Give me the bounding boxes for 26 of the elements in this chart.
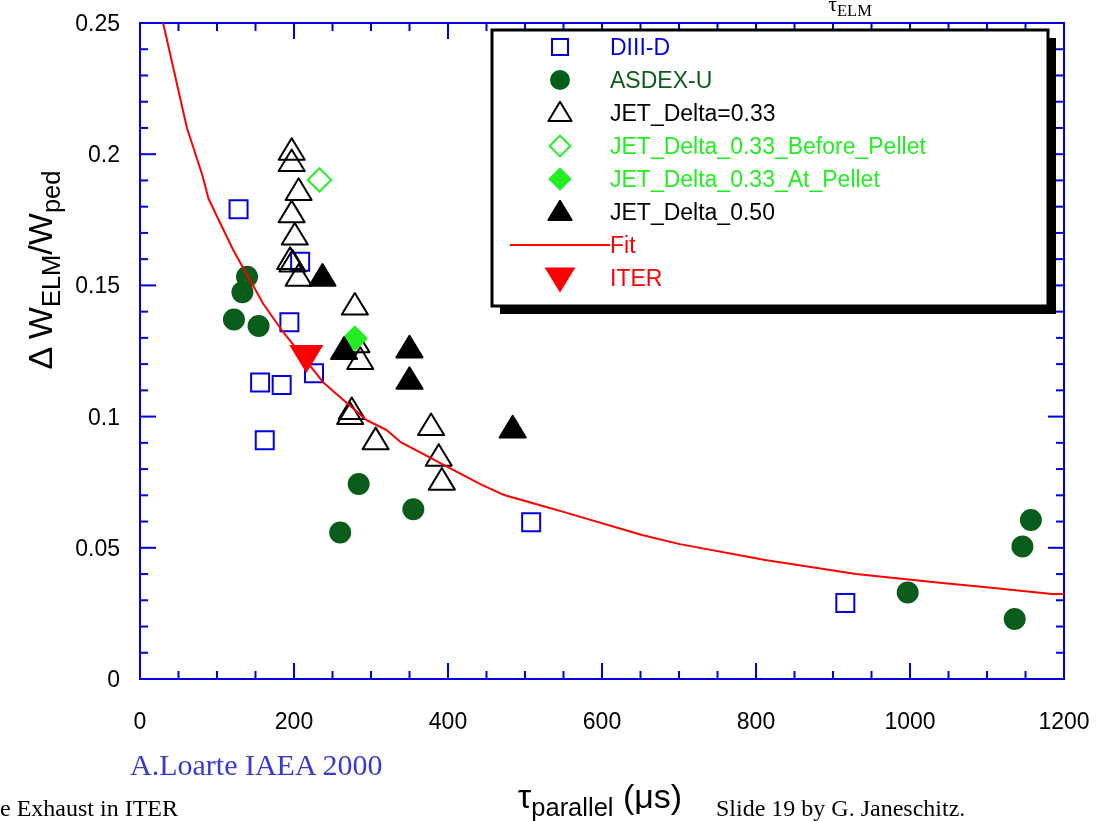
x-tick-label: 0	[133, 708, 147, 734]
text: τ$_{ELM}$	[828, 0, 873, 21]
y-tick-label: 0	[107, 666, 120, 692]
x-axis-title: τ$_{parallel}$ (μs)	[517, 777, 683, 821]
x-tick-label: 600	[582, 708, 622, 734]
legend-label: ASDEX-U	[610, 67, 713, 93]
legend-label: JET_Delta_0.33_At_Pellet	[610, 166, 881, 192]
x-tick-label: 1000	[884, 708, 936, 734]
legend-label: JET_Delta=0.33	[610, 100, 776, 126]
y-tick-label: 0.1	[88, 403, 120, 430]
legend-label: Fit	[610, 232, 637, 258]
y-tick-label: 0.25	[75, 10, 120, 36]
legend-label: DIII-D	[610, 34, 671, 60]
x-tick-label: 1200	[1038, 708, 1090, 734]
legend-label: JET_Delta_0.33_Before_Pellet	[610, 133, 927, 159]
x-tick-label: 800	[736, 708, 776, 734]
legend-label: ITER	[610, 265, 663, 291]
text: A.Loarte IAEA 2000	[130, 748, 383, 781]
x-tick-label: 200	[274, 708, 314, 734]
y-tick-label: 0.2	[88, 141, 120, 168]
y-tick-label: 0.05	[75, 534, 120, 561]
legend-label: JET_Delta_0.50	[610, 199, 775, 225]
text: e Exhaust in ITER	[0, 795, 178, 821]
text: Slide 19 by G. Janeschitz.	[716, 795, 966, 821]
y-tick-label: 0.15	[75, 272, 120, 299]
x-tick-label: 400	[428, 708, 468, 734]
